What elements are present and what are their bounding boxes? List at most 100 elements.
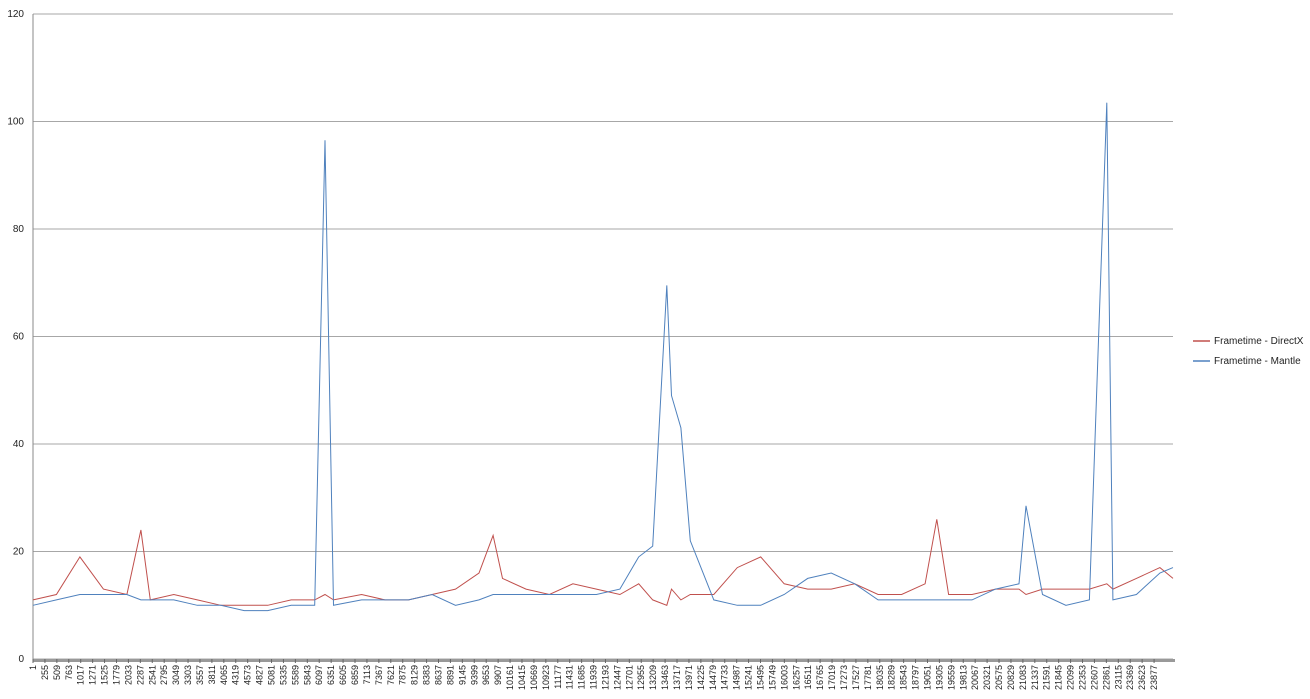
x-tick-label: 7113 — [362, 665, 372, 684]
x-tick-label: 20067 — [970, 665, 980, 690]
x-tick-label: 6097 — [314, 665, 324, 685]
x-tick-label: 4573 — [243, 665, 253, 685]
x-tick-label: 19813 — [958, 665, 968, 690]
x-tick-label: 13971 — [684, 665, 694, 690]
x-tick-label: 14733 — [720, 665, 730, 690]
legend-label: Frametime - Mantle — [1214, 356, 1301, 367]
x-tick-label: 13717 — [672, 665, 682, 690]
x-tick-label: 6859 — [350, 665, 360, 685]
x-tick-label: 10161 — [505, 665, 515, 690]
x-tick-label: 14225 — [696, 665, 706, 690]
x-tick-label: 2033 — [123, 665, 133, 685]
x-tick-label: 9145 — [457, 665, 467, 685]
x-tick-label: 6351 — [326, 665, 336, 685]
x-tick-label: 20321 — [982, 665, 992, 690]
x-tick-label: 19305 — [934, 665, 944, 690]
x-tick-label: 20829 — [1006, 665, 1016, 690]
x-tick-label: 3049 — [171, 665, 181, 685]
x-tick-label: 1 — [28, 665, 38, 670]
x-tick-label: 11431 — [565, 665, 575, 689]
x-tick-label: 15749 — [767, 665, 777, 690]
x-tick-label: 1779 — [111, 665, 121, 685]
x-tick-label: 23877 — [1149, 665, 1159, 690]
x-tick-label: 4319 — [231, 665, 241, 685]
x-tick-label: 16765 — [815, 665, 825, 690]
x-tick-label: 8891 — [445, 665, 455, 685]
x-tick-label: 10923 — [541, 665, 551, 690]
x-tick-label: 16257 — [791, 665, 801, 690]
x-tick-label: 14479 — [708, 665, 718, 690]
x-tick-label: 1271 — [88, 665, 98, 685]
series-line — [32, 519, 1174, 606]
series-line — [32, 102, 1174, 612]
x-tick-label: 10669 — [529, 665, 539, 690]
x-tick-label: 12955 — [636, 665, 646, 690]
x-tick-label: 3303 — [183, 665, 193, 685]
x-tick-label: 2541 — [147, 665, 157, 685]
x-tick-label: 22861 — [1101, 665, 1111, 690]
x-tick-label: 23623 — [1137, 665, 1147, 690]
x-tick-label: 7875 — [398, 665, 408, 685]
x-tick-label: 19559 — [946, 665, 956, 690]
x-tick-label: 16003 — [779, 665, 789, 690]
x-tick-label: 19051 — [922, 665, 932, 690]
x-tick-label: 15241 — [744, 665, 754, 690]
x-tick-label: 4827 — [255, 665, 265, 685]
x-tick-label: 255 — [40, 665, 50, 680]
x-tick-label: 9653 — [481, 665, 491, 685]
x-tick-label: 14987 — [732, 665, 742, 690]
legend-label: Frametime - DirectX — [1214, 336, 1304, 347]
x-tick-label: 7621 — [386, 665, 396, 685]
y-tick-label: 60 — [13, 332, 25, 343]
x-tick-label: 8129 — [410, 665, 420, 685]
x-tick-label: 1017 — [76, 665, 86, 685]
y-tick-label: 0 — [18, 654, 24, 665]
x-tick-label: 3811 — [207, 665, 217, 684]
x-tick-label: 21337 — [1030, 665, 1040, 690]
x-tick-label: 17273 — [839, 665, 849, 690]
x-tick-label: 17527 — [851, 665, 861, 690]
x-tick-label: 22099 — [1066, 665, 1076, 690]
x-tick-label: 8637 — [433, 665, 443, 685]
x-tick-label: 13463 — [660, 665, 670, 690]
x-tick-label: 7367 — [374, 665, 384, 685]
y-tick-label: 100 — [7, 117, 24, 128]
x-tick-label: 9907 — [493, 665, 503, 685]
x-tick-label: 6605 — [338, 665, 348, 685]
y-tick-label: 20 — [13, 547, 25, 558]
x-tick-label: 15495 — [756, 665, 766, 690]
x-tick-label: 12447 — [612, 665, 622, 690]
x-tick-label: 3557 — [195, 665, 205, 685]
x-tick-label: 21845 — [1054, 665, 1064, 690]
x-tick-label: 20575 — [994, 665, 1004, 690]
x-tick-label: 5843 — [302, 665, 312, 685]
x-axis-band — [33, 659, 1175, 662]
x-tick-label: 22607 — [1089, 665, 1099, 690]
x-tick-label: 17019 — [827, 665, 837, 690]
x-tick-label: 5081 — [267, 665, 277, 685]
x-tick-label: 21083 — [1018, 665, 1028, 690]
x-tick-label: 9399 — [469, 665, 479, 685]
y-tick-label: 40 — [13, 439, 25, 450]
x-tick-label: 18035 — [875, 665, 885, 690]
x-tick-label: 11685 — [577, 665, 587, 689]
x-tick-label: 16511 — [803, 665, 813, 689]
x-tick-label: 22353 — [1078, 665, 1088, 690]
x-tick-label: 18289 — [887, 665, 897, 690]
x-tick-label: 1525 — [100, 665, 110, 685]
x-tick-label: 11177 — [553, 665, 563, 689]
x-tick-label: 509 — [52, 665, 62, 680]
x-tick-label: 11939 — [589, 665, 599, 689]
x-tick-label: 10415 — [517, 665, 527, 690]
x-tick-label: 18543 — [899, 665, 909, 690]
x-tick-label: 13209 — [648, 665, 658, 690]
x-tick-label: 5335 — [278, 665, 288, 685]
x-tick-label: 23369 — [1125, 665, 1135, 690]
y-tick-label: 120 — [7, 9, 24, 20]
x-tick-label: 8383 — [422, 665, 432, 685]
x-tick-label: 23115 — [1113, 665, 1123, 689]
x-tick-label: 2795 — [159, 665, 169, 685]
x-tick-label: 21591 — [1042, 665, 1052, 690]
